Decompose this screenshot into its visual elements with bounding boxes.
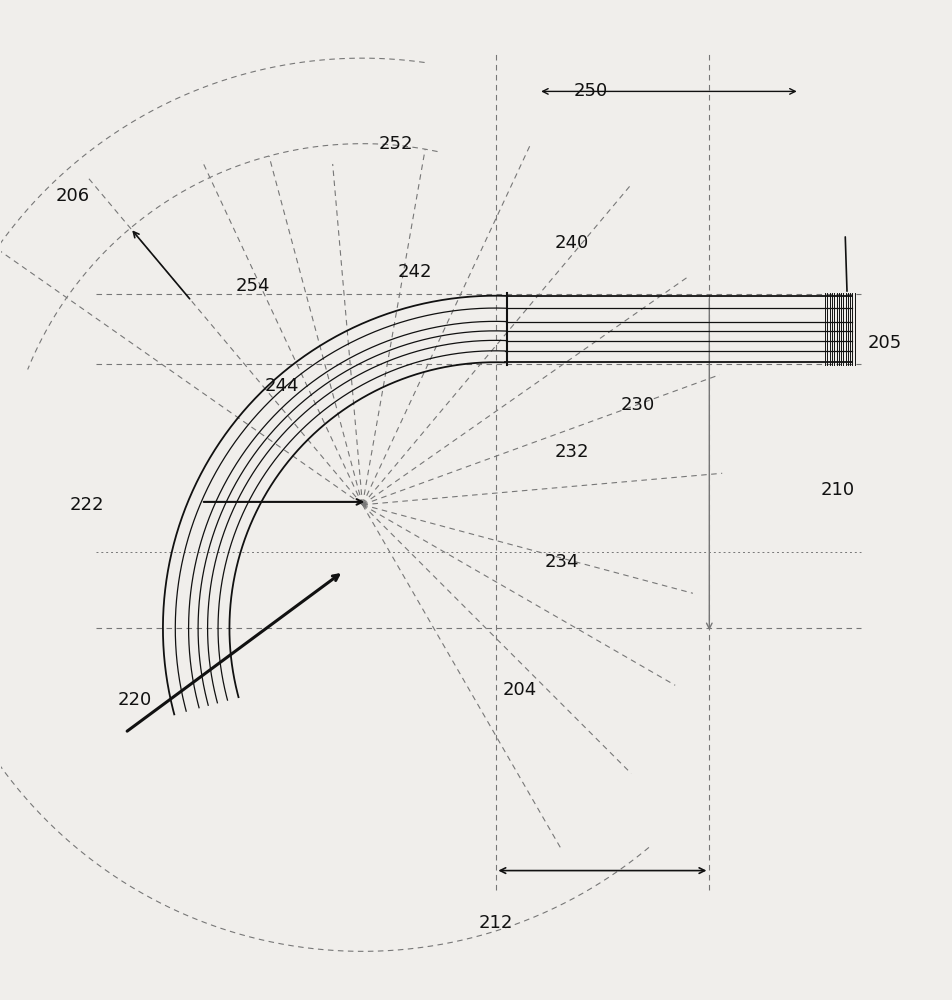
- Text: 204: 204: [502, 681, 536, 699]
- Text: 240: 240: [554, 234, 588, 252]
- Text: 252: 252: [378, 135, 412, 153]
- Text: 242: 242: [397, 263, 431, 281]
- Text: 254: 254: [236, 277, 270, 295]
- Text: 244: 244: [264, 377, 299, 395]
- Text: 220: 220: [117, 691, 151, 709]
- Text: 234: 234: [545, 553, 579, 571]
- Text: 232: 232: [554, 443, 588, 461]
- Text: 206: 206: [55, 187, 89, 205]
- Text: 210: 210: [820, 481, 854, 499]
- Text: 222: 222: [69, 496, 104, 514]
- Text: 250: 250: [573, 82, 607, 100]
- Text: 230: 230: [621, 396, 654, 414]
- Text: 205: 205: [867, 334, 902, 352]
- Text: 212: 212: [478, 914, 512, 932]
